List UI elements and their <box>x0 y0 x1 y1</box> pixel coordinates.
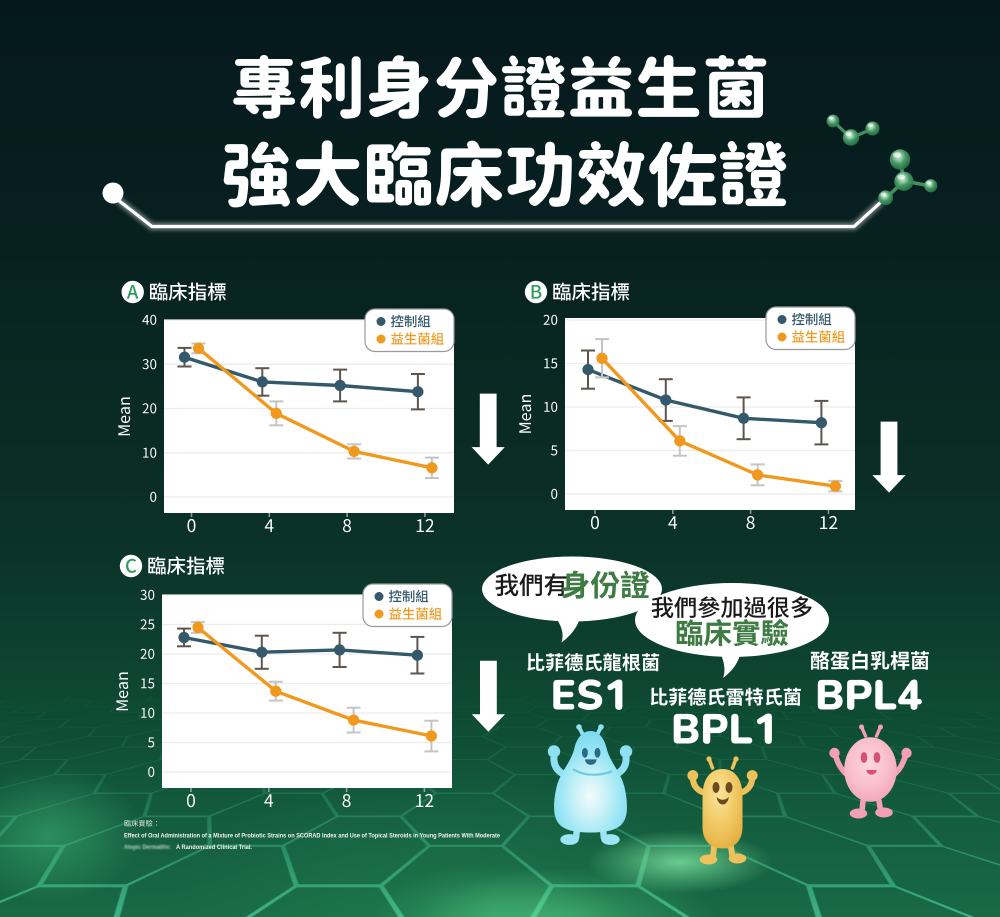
svg-text:A Randomized Clinical Trial.: A Randomized Clinical Trial. <box>176 844 252 851</box>
svg-text:Effect of Oral Administration: Effect of Oral Administration of a Mixtu… <box>124 833 500 840</box>
svg-text:Atopic Dermatitis:: Atopic Dermatitis: <box>124 844 171 851</box>
